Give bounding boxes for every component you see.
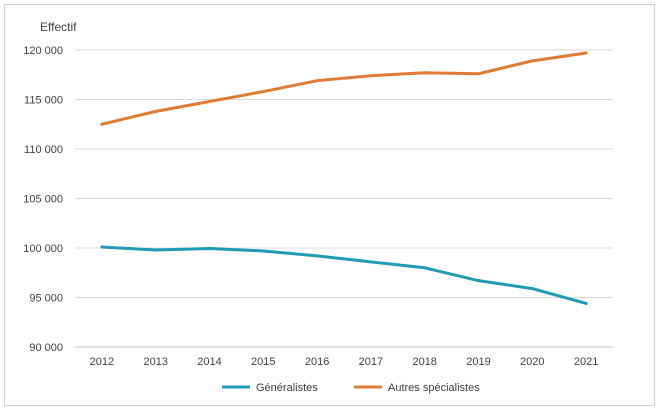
data-point — [154, 248, 158, 252]
legend-label: Généralistes — [256, 382, 318, 394]
data-point — [369, 260, 373, 264]
chart-frame — [4, 4, 655, 406]
x-tick-label: 2016 — [305, 356, 329, 368]
data-point — [315, 79, 319, 83]
data-point — [477, 72, 480, 76]
series-line — [100, 51, 588, 126]
y-tick-label: 120 000 — [23, 45, 63, 57]
y-tick-label: 110 000 — [24, 144, 63, 156]
data-point — [584, 301, 588, 305]
y-tick-label: 100 000 — [23, 243, 63, 255]
x-tick-label: 2021 — [574, 356, 598, 368]
legend-item: Généralistes — [222, 382, 318, 394]
data-point — [423, 266, 427, 270]
data-point — [584, 51, 588, 55]
data-point — [423, 71, 427, 75]
data-point — [154, 109, 158, 113]
x-tick-label: 2019 — [466, 356, 490, 368]
data-point — [100, 122, 104, 126]
data-point — [530, 287, 534, 291]
data-point — [369, 74, 373, 78]
data-point — [261, 90, 265, 94]
y-tick-label: 95 000 — [29, 293, 63, 305]
series-generalistes — [100, 245, 588, 305]
y-axis-tick-labels: 90 000 95 000 100 000 105 000 110 000 115 000… — [23, 45, 63, 354]
legend-item: Autres spécialistes — [354, 382, 480, 394]
series-lines — [100, 51, 588, 305]
x-tick-label: 2015 — [251, 356, 275, 368]
y-tick-label: 105 000 — [23, 194, 63, 206]
data-point — [208, 99, 211, 103]
data-point — [477, 279, 480, 283]
data-point — [315, 254, 319, 258]
gridlines — [75, 49, 613, 298]
x-tick-label: 2017 — [359, 356, 383, 368]
y-axis-label: Effectif — [40, 20, 77, 34]
y-tick-label: 90 000 — [29, 342, 63, 354]
x-tick-label: 2013 — [143, 356, 167, 368]
x-axis-tick-labels: 2012 2013 2014 2015 2016 2017 2018 2019 2020 2021 — [90, 356, 599, 368]
x-tick-label: 2020 — [520, 356, 544, 368]
series-line — [100, 245, 588, 305]
x-tick-label: 2012 — [90, 356, 114, 368]
data-point — [208, 246, 211, 250]
data-point — [100, 245, 104, 249]
legend-label: Autres spécialistes — [388, 382, 480, 394]
data-point — [261, 249, 265, 253]
data-point — [530, 59, 534, 63]
x-tick-label: 2018 — [412, 356, 436, 368]
legend: Généralistes Autres spécialistes — [222, 382, 480, 394]
y-tick-label: 115 000 — [24, 95, 63, 107]
series-autres-specialistes — [100, 51, 588, 126]
x-tick-label: 2014 — [197, 356, 221, 368]
